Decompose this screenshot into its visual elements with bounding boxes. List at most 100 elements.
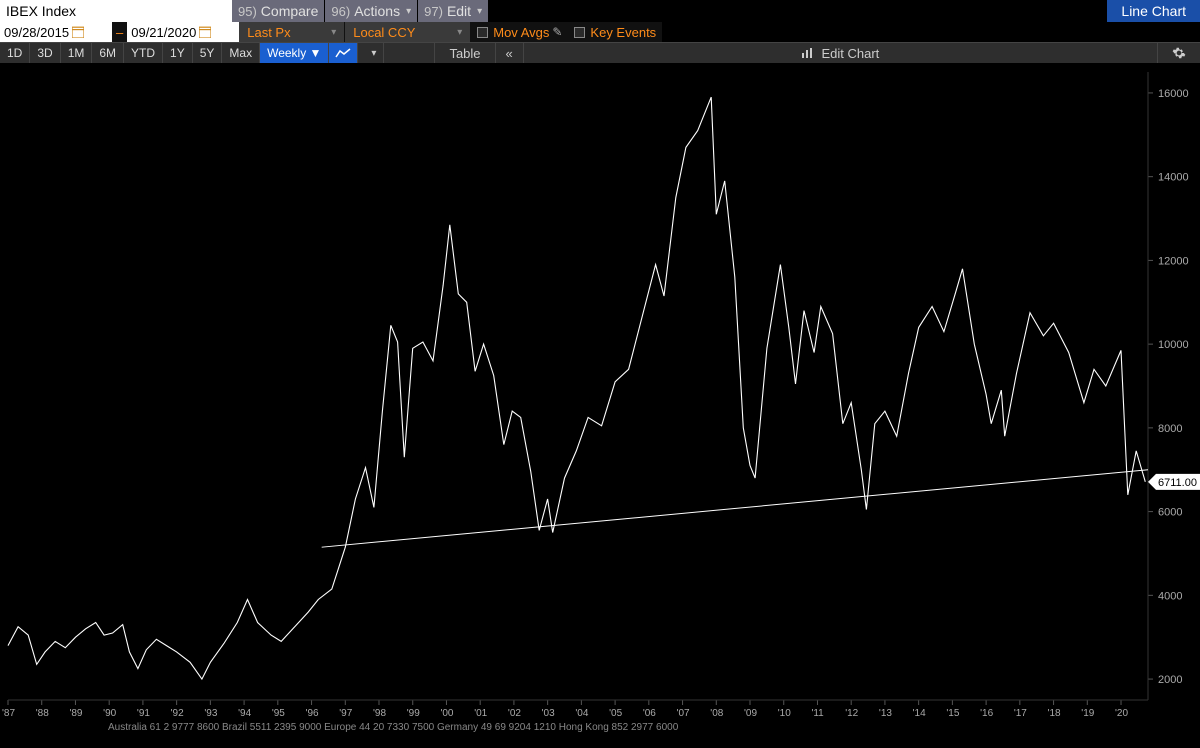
svg-text:'14: '14 xyxy=(913,708,926,719)
ticker-input[interactable]: IBEX Index xyxy=(0,0,232,22)
chart-area[interactable]: 200040006000800010000120001400016000'87'… xyxy=(0,64,1200,748)
edit-chart-label: Edit Chart xyxy=(821,46,879,61)
svg-text:'93: '93 xyxy=(204,708,217,719)
date-to-text: 09/21/2020 xyxy=(131,25,196,40)
range-label: 1D xyxy=(7,46,22,60)
svg-text:Australia 61 2 9777 8600 Braz: Australia 61 2 9777 8600 Brazil 5511 239… xyxy=(108,722,679,733)
svg-text:'09: '09 xyxy=(744,708,757,719)
svg-text:'19: '19 xyxy=(1081,708,1094,719)
svg-text:'89: '89 xyxy=(69,708,82,719)
collapse-button[interactable]: « xyxy=(496,43,524,63)
svg-text:'01: '01 xyxy=(474,708,487,719)
range-label: 1M xyxy=(68,46,85,60)
svg-text:'11: '11 xyxy=(811,708,824,719)
range-label: 3D xyxy=(37,46,52,60)
header-spacer xyxy=(489,0,1107,22)
chart-type-text: Line Chart xyxy=(1121,3,1186,19)
svg-text:4000: 4000 xyxy=(1158,590,1182,602)
range-1m[interactable]: 1M xyxy=(61,43,93,63)
svg-text:8000: 8000 xyxy=(1158,423,1182,435)
range-1d[interactable]: 1D xyxy=(0,43,30,63)
edit-hotkey: 97) xyxy=(424,4,443,19)
price-field-select[interactable]: Last Px ▾ xyxy=(239,22,345,42)
svg-text:'05: '05 xyxy=(609,708,622,719)
row2-spacer xyxy=(662,22,1200,42)
mov-avgs-label: Mov Avgs xyxy=(493,25,549,40)
svg-text:'99: '99 xyxy=(407,708,420,719)
chart-type-label[interactable]: Line Chart xyxy=(1107,0,1200,22)
chart-edit-icon xyxy=(801,47,815,59)
svg-text:'97: '97 xyxy=(339,708,352,719)
key-events-label: Key Events xyxy=(590,25,656,40)
svg-text:14000: 14000 xyxy=(1158,172,1189,184)
edit-menu[interactable]: 97) Edit ▾ xyxy=(418,0,489,22)
svg-text:'02: '02 xyxy=(508,708,521,719)
svg-text:'20: '20 xyxy=(1115,708,1128,719)
range-3d[interactable]: 3D xyxy=(30,43,60,63)
svg-text:'87: '87 xyxy=(2,708,15,719)
compare-label: Compare xyxy=(261,3,319,19)
svg-text:10000: 10000 xyxy=(1158,339,1189,351)
svg-text:'00: '00 xyxy=(440,708,453,719)
range-max[interactable]: Max xyxy=(222,43,260,63)
svg-text:2000: 2000 xyxy=(1158,674,1182,686)
pencil-icon[interactable]: ✎ xyxy=(552,25,562,39)
svg-text:'06: '06 xyxy=(643,708,656,719)
range-label: Max xyxy=(229,46,252,60)
range-ytd[interactable]: YTD xyxy=(124,43,163,63)
svg-text:6711.00: 6711.00 xyxy=(1158,477,1197,489)
settings-button[interactable] xyxy=(1157,43,1200,63)
range-6m[interactable]: 6M xyxy=(92,43,124,63)
chevron-down-icon: ▾ xyxy=(406,6,411,17)
svg-text:'13: '13 xyxy=(879,708,892,719)
svg-text:'15: '15 xyxy=(946,708,959,719)
date-to-input[interactable]: 09/21/2020 xyxy=(127,22,239,42)
edit-label: Edit xyxy=(447,3,471,19)
table-button[interactable]: Table xyxy=(434,43,495,63)
checkbox-icon xyxy=(574,27,585,38)
key-events-checkbox[interactable]: Key Events xyxy=(568,22,662,42)
currency-select[interactable]: Local CCY ▾ xyxy=(345,22,471,42)
chevron-down-icon: ▾ xyxy=(477,6,482,17)
svg-text:'16: '16 xyxy=(980,708,993,719)
range-label: 6M xyxy=(99,46,116,60)
svg-text:'92: '92 xyxy=(171,708,184,719)
range-label: 5Y xyxy=(200,46,215,60)
table-label: Table xyxy=(449,46,480,61)
chart-style-dropdown[interactable]: ▾ xyxy=(358,43,384,63)
date-from-text: 09/28/2015 xyxy=(4,25,69,40)
range-5y[interactable]: 5Y xyxy=(193,43,223,63)
svg-text:'17: '17 xyxy=(1014,708,1027,719)
checkbox-icon xyxy=(477,27,488,38)
chevron-down-icon: ▾ xyxy=(331,27,336,38)
ticker-text: IBEX Index xyxy=(6,3,76,19)
actions-label: Actions xyxy=(354,3,400,19)
svg-text:16000: 16000 xyxy=(1158,88,1189,100)
svg-text:'18: '18 xyxy=(1048,708,1061,719)
svg-text:'94: '94 xyxy=(238,708,251,719)
svg-text:'95: '95 xyxy=(272,708,285,719)
svg-text:'90: '90 xyxy=(103,708,116,719)
line-chart-type-button[interactable] xyxy=(329,43,358,63)
calendar-icon xyxy=(199,26,211,38)
range-1y[interactable]: 1Y xyxy=(163,43,193,63)
row3-spacer xyxy=(384,43,434,63)
svg-text:12000: 12000 xyxy=(1158,255,1189,267)
mov-avgs-checkbox[interactable]: Mov Avgs ✎ xyxy=(471,22,568,42)
line-chart-icon xyxy=(335,47,351,59)
calendar-icon xyxy=(72,26,84,38)
price-chart: 200040006000800010000120001400016000'87'… xyxy=(0,64,1200,748)
interval-select[interactable]: Weekly ▼ xyxy=(260,43,329,63)
svg-text:'08: '08 xyxy=(710,708,723,719)
edit-chart-button[interactable]: Edit Chart xyxy=(524,43,1157,63)
actions-menu[interactable]: 96) Actions ▾ xyxy=(325,0,418,22)
svg-text:'04: '04 xyxy=(575,708,588,719)
compare-button[interactable]: 95) Compare xyxy=(232,0,325,22)
date-range-dash: – xyxy=(112,22,127,42)
date-from-input[interactable]: 09/28/2015 xyxy=(0,22,112,42)
price-field-text: Last Px xyxy=(247,25,290,40)
svg-text:'10: '10 xyxy=(778,708,791,719)
collapse-icon: « xyxy=(506,46,513,61)
svg-text:'96: '96 xyxy=(306,708,319,719)
svg-text:'91: '91 xyxy=(137,708,150,719)
